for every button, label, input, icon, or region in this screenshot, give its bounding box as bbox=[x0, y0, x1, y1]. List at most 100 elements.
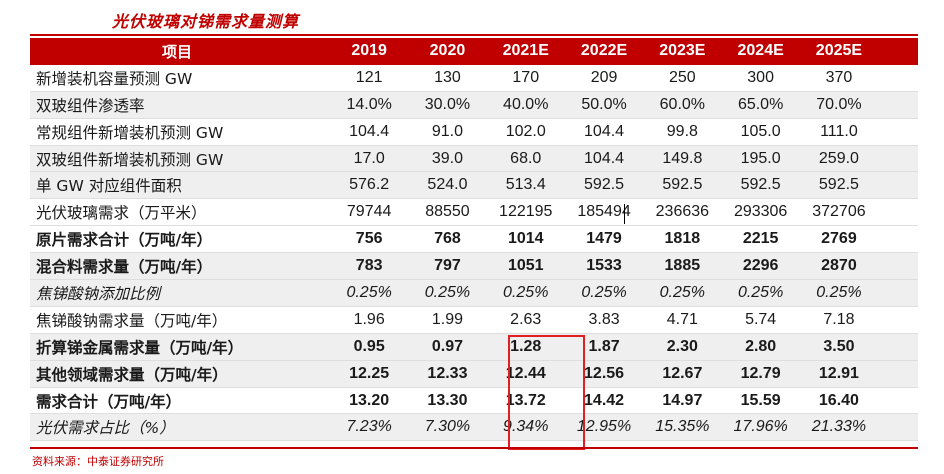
row-value: 65.0% bbox=[737, 95, 784, 113]
row-value: 7.18 bbox=[823, 310, 855, 328]
row-label: 光伏玻璃需求（万平米） bbox=[36, 204, 207, 223]
row-value: 15.59 bbox=[740, 391, 781, 409]
row-value: 783 bbox=[355, 257, 383, 275]
row-value: 14.42 bbox=[584, 391, 625, 409]
table-row: 混合料需求量（万吨/年） 783 797 1051 1533 1885 2296 2870 bbox=[30, 253, 918, 281]
header-label: 项目 bbox=[161, 42, 192, 61]
row-value: 104.4 bbox=[349, 122, 390, 140]
row-value: 372706 bbox=[812, 203, 866, 221]
row-value: 4.71 bbox=[666, 310, 698, 328]
row-value: 17.0 bbox=[353, 149, 385, 167]
row-value: 121 bbox=[355, 68, 383, 86]
row-value: 111.0 bbox=[820, 122, 858, 140]
row-value: 50.0% bbox=[581, 95, 627, 113]
row-value: 12.33 bbox=[427, 364, 468, 382]
header-year: 2025E bbox=[815, 42, 863, 60]
row-value: 2296 bbox=[742, 257, 779, 275]
row-value: 99.8 bbox=[666, 122, 698, 140]
row-value: 12.44 bbox=[505, 364, 546, 382]
row-value: 2870 bbox=[821, 257, 857, 275]
row-value: 370 bbox=[825, 68, 853, 86]
row-label: 焦锑酸钠需求量（万吨/年） bbox=[36, 311, 228, 330]
row-value: 14.0% bbox=[346, 95, 392, 113]
row-value: 17.96% bbox=[733, 418, 788, 436]
row-value: 15.35% bbox=[655, 418, 710, 436]
row-value: 170 bbox=[512, 68, 540, 86]
row-value: 2.63 bbox=[510, 310, 542, 328]
header-year: 2020 bbox=[429, 42, 466, 60]
row-value: 195.0 bbox=[740, 149, 781, 167]
row-value: 209 bbox=[590, 68, 618, 86]
row-label: 双玻组件新增装机预测 GW bbox=[36, 150, 224, 169]
row-value: 12.56 bbox=[584, 364, 625, 382]
row-value: 768 bbox=[434, 230, 461, 248]
row-value: 592.5 bbox=[584, 176, 625, 194]
row-value: 3.50 bbox=[823, 337, 855, 355]
row-value: 16.40 bbox=[818, 391, 859, 409]
row-label: 原片需求合计（万吨/年） bbox=[36, 231, 213, 250]
row-value: 88550 bbox=[425, 203, 470, 221]
table-row: 焦锑酸钠添加比例 0.25% 0.25% 0.25% 0.25% 0.25% 0.25% 0.… bbox=[30, 280, 918, 307]
row-value: 12.67 bbox=[662, 364, 703, 382]
row-value: 40.0% bbox=[503, 95, 549, 113]
row-label: 需求合计（万吨/年） bbox=[36, 392, 182, 411]
table-row: 新增装机容量预测 GW 121 130 170 209 250 300 370 bbox=[30, 65, 918, 92]
row-value: 300 bbox=[747, 68, 774, 86]
table-row: 需求合计（万吨/年） 13.20 13.30 13.72 14.42 14.97 15.59… bbox=[30, 388, 918, 415]
header-year: 2021E bbox=[502, 42, 549, 60]
row-value: 236636 bbox=[655, 203, 710, 221]
row-value: 0.25% bbox=[346, 283, 392, 301]
row-value: 91.0 bbox=[431, 122, 464, 140]
table-row: 双玻组件新增装机预测 GW 17.0 39.0 68.0 104.4 149.8 195.0… bbox=[30, 145, 918, 173]
row-value: 2769 bbox=[821, 230, 857, 248]
row-value: 513.4 bbox=[505, 176, 546, 194]
title-divider bbox=[30, 34, 918, 36]
row-label: 混合料需求量（万吨/年） bbox=[36, 258, 213, 277]
row-label: 新增装机容量预测 GW bbox=[36, 69, 193, 88]
row-value: 104.4 bbox=[584, 149, 625, 167]
row-value: 1885 bbox=[664, 257, 701, 275]
table-title: 光伏玻璃对锑需求量测算 bbox=[112, 12, 300, 31]
row-value: 13.72 bbox=[505, 391, 546, 409]
row-value: 756 bbox=[355, 230, 383, 248]
row-value: 105.0 bbox=[740, 122, 781, 140]
row-value: 7.30% bbox=[424, 418, 471, 436]
table-row: 单 GW 对应组件面积 576.2 524.0 513.4 592.5 592.5 592.… bbox=[30, 172, 918, 200]
row-value: 0.25% bbox=[816, 283, 862, 301]
row-value: 1818 bbox=[664, 230, 701, 248]
row-value: 104.4 bbox=[584, 122, 625, 140]
row-label: 光伏需求占比（%） bbox=[36, 419, 175, 438]
row-value: 0.25% bbox=[581, 283, 627, 301]
row-value: 1.28 bbox=[510, 337, 542, 355]
row-value: 9.34% bbox=[503, 418, 549, 436]
row-value: 2.30 bbox=[666, 337, 698, 355]
row-value: 39.0 bbox=[431, 149, 464, 167]
row-value: 1.87 bbox=[588, 337, 620, 355]
row-label: 焦锑酸钠添加比例 bbox=[36, 284, 161, 303]
row-value: 524.0 bbox=[427, 176, 468, 194]
row-value: 592.5 bbox=[740, 176, 781, 194]
table-row: 光伏玻璃需求（万平米） 79744 88550 122195 185494 236636 2… bbox=[30, 199, 918, 227]
bottom-divider bbox=[30, 447, 918, 449]
row-value: 797 bbox=[434, 257, 461, 275]
row-value: 12.91 bbox=[818, 364, 859, 382]
row-value: 12.95% bbox=[576, 418, 632, 436]
row-value: 185494 bbox=[577, 203, 631, 221]
row-label: 单 GW 对应组件面积 bbox=[36, 177, 182, 196]
table-header: 项目 2019 2020 2021E 2022E 2023E 2024E 202… bbox=[30, 38, 918, 65]
table-row: 折算锑金属需求量（万吨/年） 0.95 0.97 1.28 1.87 2.30 2.80 3.… bbox=[30, 333, 918, 361]
row-value: 1.96 bbox=[353, 310, 385, 328]
row-value: 102.0 bbox=[505, 122, 546, 140]
row-value: 130 bbox=[434, 68, 461, 86]
row-value: 1051 bbox=[507, 257, 544, 275]
row-value: 0.25% bbox=[737, 283, 784, 301]
row-value: 14.97 bbox=[662, 391, 703, 409]
row-value: 149.8 bbox=[662, 149, 703, 167]
demand-table: 项目 2019 2020 2021E 2022E 2023E 2024E 202… bbox=[30, 38, 918, 442]
row-value: 60.0% bbox=[659, 95, 706, 113]
table-body: 新增装机容量预测 GW 121 130 170 209 250 300 370 双玻组件渗透率 1… bbox=[30, 65, 918, 442]
header-year: 2023E bbox=[659, 42, 706, 60]
row-value: 2215 bbox=[742, 230, 779, 248]
table-row: 原片需求合计（万吨/年） 756 768 1014 1479 1818 2215 2769 bbox=[30, 226, 918, 254]
row-value: 592.5 bbox=[662, 176, 703, 194]
